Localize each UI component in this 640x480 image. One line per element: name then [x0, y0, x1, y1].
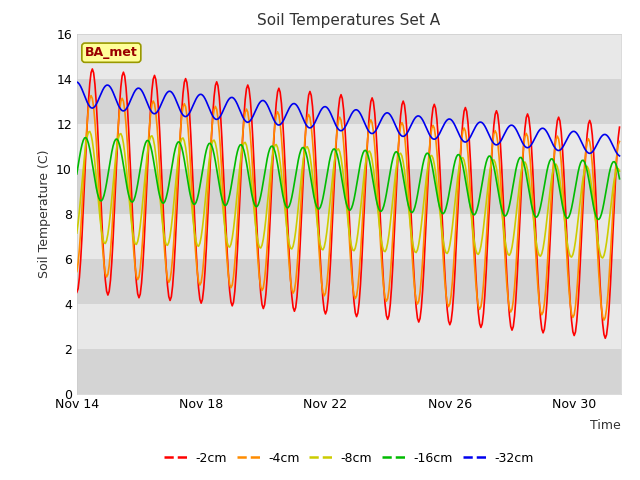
Text: BA_met: BA_met	[85, 46, 138, 59]
Bar	[77, 123, 621, 168]
Y-axis label: Soil Temperature (C): Soil Temperature (C)	[38, 149, 51, 278]
Bar	[77, 34, 621, 79]
Bar	[77, 168, 621, 214]
Bar	[77, 79, 621, 123]
Title: Soil Temperatures Set A: Soil Temperatures Set A	[257, 13, 440, 28]
Bar	[77, 303, 621, 348]
Text: Time: Time	[590, 419, 621, 432]
Legend: -2cm, -4cm, -8cm, -16cm, -32cm: -2cm, -4cm, -8cm, -16cm, -32cm	[159, 447, 539, 469]
Bar	[77, 259, 621, 303]
Bar	[77, 214, 621, 259]
Bar	[77, 348, 621, 394]
